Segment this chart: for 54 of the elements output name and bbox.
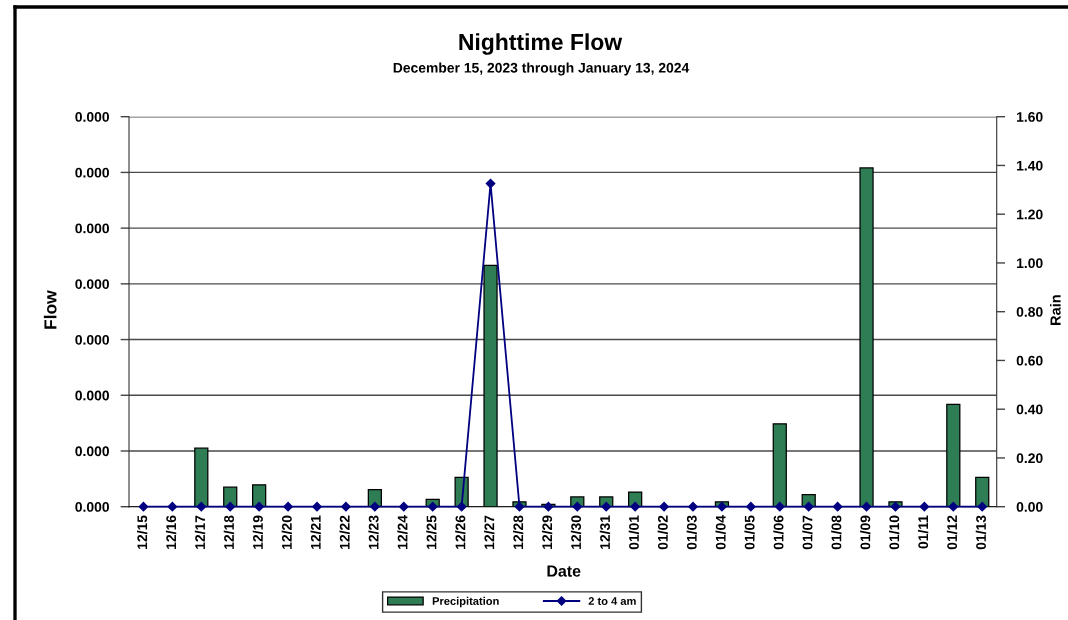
x-tick-label: 01/03 [686,515,697,550]
y2-tick-label: 0.20 [1016,453,1043,464]
y-tick-label: 0.000 [75,279,109,290]
x-tick-label: 12/30 [570,515,582,549]
x-tick-label: 01/10 [888,515,900,550]
y2-tick-label: 1.20 [1017,209,1043,220]
y-tick-label: 0.000 [75,167,109,178]
y2-tick-label: 1.60 [1017,112,1043,122]
y2-tick-label: 0.40 [1016,404,1043,415]
chart-title: Nighttime Flow [459,33,623,55]
y2-tick-label: 1.40 [1017,160,1043,171]
x-tick-label: 12/25 [426,515,437,549]
x-tick-label: 01/13 [975,515,987,550]
x-tick-label: 01/11 [917,515,929,549]
y-tick-label: 0.000 [75,502,109,512]
legend-label: Precipitation [432,596,499,608]
x-tick-label: 12/24 [397,515,408,549]
x-axis-title: Date [547,565,581,577]
chart-subtitle: December 15, 2023 through January 13, 2024 [393,62,690,76]
x-tick-label: 01/12 [946,515,958,550]
x-tick-label: 01/06 [773,515,784,550]
y-tick-label: 0.000 [75,446,109,457]
y-axis-title: Flow [43,290,57,329]
x-tick-label: 12/27 [484,515,495,549]
x-tick-label: 12/18 [223,515,235,549]
x-tick-label: 12/31 [599,515,611,549]
y-tick-label: 0.000 [75,390,109,401]
x-tick-label: 12/26 [455,515,466,549]
x-tick-label: 12/23 [368,515,379,549]
x-tick-label: 12/22 [339,515,350,549]
x-tick-label: 01/09 [860,515,871,550]
x-tick-label: 01/08 [831,515,842,550]
y-tick-label: 0.000 [75,223,109,234]
x-tick-label: 12/28 [512,515,524,549]
x-tick-label: 12/29 [541,515,553,549]
x-tick-label: 12/16 [165,515,177,549]
x-tick-label: 01/04 [715,515,726,550]
y-tick-label: 0.000 [75,334,109,345]
x-tick-label: 01/07 [802,515,813,550]
y2-axis-title: Rain [1050,295,1061,325]
y2-tick-label: 0.60 [1016,355,1043,366]
x-tick-label: 01/05 [744,515,755,550]
x-tick-label: 12/19 [252,515,264,549]
x-tick-label: 01/02 [657,515,668,550]
legend-label: 2 to 4 am [588,597,636,605]
x-tick-label: 12/15 [136,515,148,549]
y-tick-label: 0.000 [75,112,109,122]
x-tick-label: 12/21 [310,515,321,549]
x-tick-label: 12/20 [281,515,292,549]
y2-tick-label: 0.00 [1016,502,1043,512]
x-tick-label: 01/01 [628,515,640,550]
y2-tick-label: 1.00 [1017,258,1043,269]
x-tick-label: 12/17 [194,515,206,549]
y2-tick-label: 0.80 [1016,307,1043,317]
